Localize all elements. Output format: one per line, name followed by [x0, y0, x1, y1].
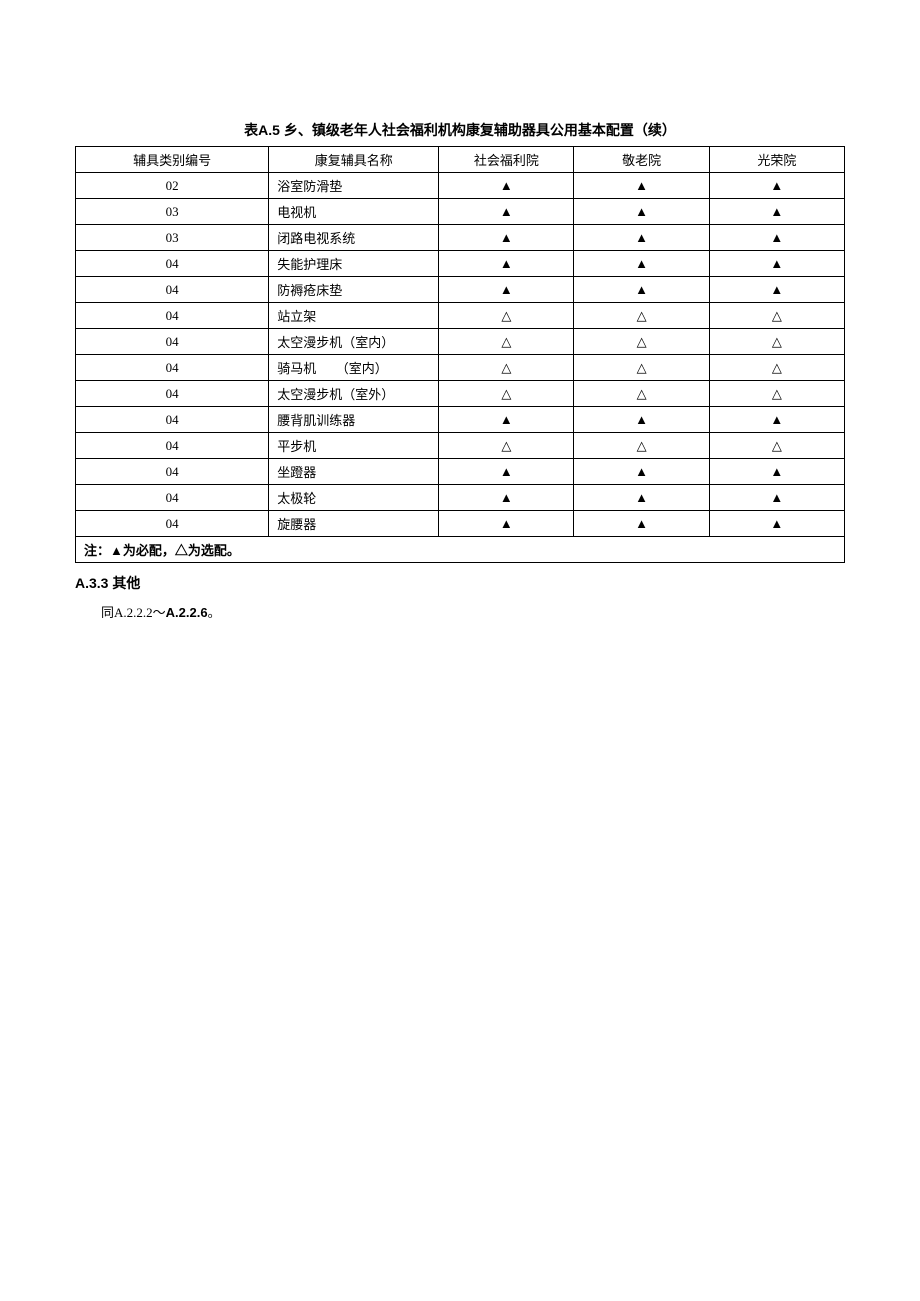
cell-id: 04 [76, 303, 269, 329]
body-suffix: 。 [208, 605, 221, 620]
note-cell: 注：▲为必配，△为选配。 [76, 537, 845, 563]
table-row: 04太极轮▲▲▲ [76, 485, 845, 511]
cell-symbol: ▲ [574, 277, 709, 303]
cell-symbol: △ [709, 433, 844, 459]
cell-symbol: △ [439, 355, 574, 381]
cell-id: 03 [76, 225, 269, 251]
table-row: 04旋腰器▲▲▲ [76, 511, 845, 537]
table-row: 04骑马机 （室内）△△△ [76, 355, 845, 381]
cell-name: 失能护理床 [269, 251, 439, 277]
cell-id: 03 [76, 199, 269, 225]
cell-symbol: △ [709, 381, 844, 407]
cell-name: 太空漫步机（室外） [269, 381, 439, 407]
table-row: 04太空漫步机（室内）△△△ [76, 329, 845, 355]
cell-symbol: ▲ [439, 277, 574, 303]
cell-symbol: ▲ [709, 511, 844, 537]
table-row: 04失能护理床▲▲▲ [76, 251, 845, 277]
cell-id: 02 [76, 173, 269, 199]
cell-id: 04 [76, 381, 269, 407]
cell-name: 闭路电视系统 [269, 225, 439, 251]
cell-symbol: △ [574, 329, 709, 355]
equipment-table: 辅具类别编号 康复辅具名称 社会福利院 敬老院 光荣院 02浴室防滑垫▲▲▲03… [75, 146, 845, 563]
cell-symbol: △ [709, 303, 844, 329]
table-title: 表A.5 乡、镇级老年人社会福利机构康复辅助器具公用基本配置（续） [75, 120, 845, 140]
header-inst3: 光荣院 [709, 147, 844, 173]
cell-id: 04 [76, 329, 269, 355]
cell-symbol: △ [574, 433, 709, 459]
cell-symbol: △ [574, 355, 709, 381]
cell-name: 站立架 [269, 303, 439, 329]
cell-id: 04 [76, 355, 269, 381]
table-row: 04平步机△△△ [76, 433, 845, 459]
note-row: 注：▲为必配，△为选配。 [76, 537, 845, 563]
cell-symbol: ▲ [574, 225, 709, 251]
cell-symbol: ▲ [709, 225, 844, 251]
cell-symbol: ▲ [574, 407, 709, 433]
header-inst2: 敬老院 [574, 147, 709, 173]
table-row: 04防褥疮床垫▲▲▲ [76, 277, 845, 303]
cell-name: 太空漫步机（室内） [269, 329, 439, 355]
cell-symbol: ▲ [439, 485, 574, 511]
cell-id: 04 [76, 511, 269, 537]
section-heading: A.3.3 其他 [75, 573, 845, 593]
cell-name: 浴室防滑垫 [269, 173, 439, 199]
cell-symbol: △ [709, 329, 844, 355]
header-id: 辅具类别编号 [76, 147, 269, 173]
header-name: 康复辅具名称 [269, 147, 439, 173]
cell-name: 电视机 [269, 199, 439, 225]
cell-name: 旋腰器 [269, 511, 439, 537]
cell-symbol: ▲ [439, 251, 574, 277]
cell-symbol: ▲ [709, 407, 844, 433]
cell-symbol: △ [574, 303, 709, 329]
cell-symbol: ▲ [439, 407, 574, 433]
header-inst1: 社会福利院 [439, 147, 574, 173]
cell-id: 04 [76, 251, 269, 277]
cell-symbol: ▲ [709, 459, 844, 485]
table-row: 03电视机▲▲▲ [76, 199, 845, 225]
cell-symbol: △ [439, 433, 574, 459]
cell-symbol: △ [439, 381, 574, 407]
cell-symbol: ▲ [574, 485, 709, 511]
cell-symbol: ▲ [709, 199, 844, 225]
body-text: 同A.2.2.2～A.2.2.6。 [75, 603, 845, 624]
cell-symbol: ▲ [574, 459, 709, 485]
cell-id: 04 [76, 485, 269, 511]
cell-symbol: ▲ [709, 485, 844, 511]
cell-symbol: ▲ [439, 199, 574, 225]
cell-name: 防褥疮床垫 [269, 277, 439, 303]
cell-symbol: ▲ [574, 199, 709, 225]
cell-name: 太极轮 [269, 485, 439, 511]
cell-symbol: ▲ [709, 251, 844, 277]
table-header-row: 辅具类别编号 康复辅具名称 社会福利院 敬老院 光荣院 [76, 147, 845, 173]
cell-id: 04 [76, 459, 269, 485]
table-row: 04腰背肌训练器▲▲▲ [76, 407, 845, 433]
cell-symbol: ▲ [574, 511, 709, 537]
cell-symbol: △ [439, 329, 574, 355]
table-row: 04站立架△△△ [76, 303, 845, 329]
cell-name: 骑马机 （室内） [269, 355, 439, 381]
body-prefix: 同A.2.2.2～ [101, 605, 166, 620]
cell-name: 坐蹬器 [269, 459, 439, 485]
cell-name: 腰背肌训练器 [269, 407, 439, 433]
cell-name: 平步机 [269, 433, 439, 459]
cell-id: 04 [76, 433, 269, 459]
cell-symbol: ▲ [439, 173, 574, 199]
cell-symbol: ▲ [709, 173, 844, 199]
table-row: 04坐蹬器▲▲▲ [76, 459, 845, 485]
cell-symbol: ▲ [439, 459, 574, 485]
cell-symbol: ▲ [574, 251, 709, 277]
cell-id: 04 [76, 277, 269, 303]
table-row: 02浴室防滑垫▲▲▲ [76, 173, 845, 199]
table-row: 03闭路电视系统▲▲▲ [76, 225, 845, 251]
cell-symbol: ▲ [709, 277, 844, 303]
cell-symbol: △ [574, 381, 709, 407]
cell-symbol: ▲ [439, 225, 574, 251]
table-row: 04太空漫步机（室外）△△△ [76, 381, 845, 407]
cell-symbol: △ [709, 355, 844, 381]
body-bold: A.2.2.6 [166, 605, 208, 620]
cell-id: 04 [76, 407, 269, 433]
cell-symbol: △ [439, 303, 574, 329]
cell-symbol: ▲ [439, 511, 574, 537]
cell-symbol: ▲ [574, 173, 709, 199]
